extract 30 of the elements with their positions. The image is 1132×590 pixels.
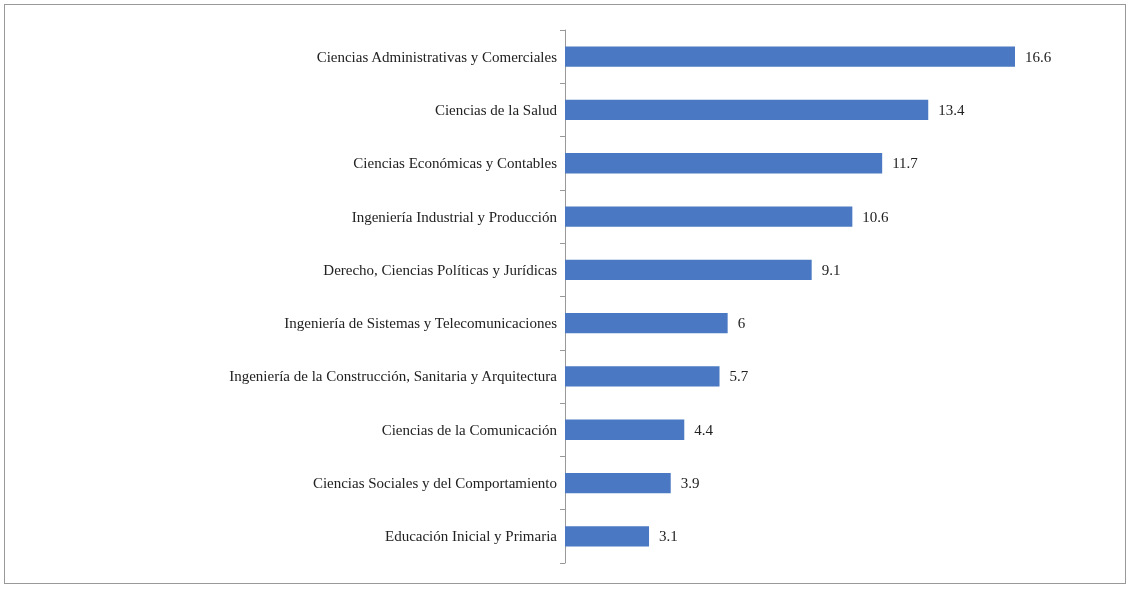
- y-tick-label: Educación Inicial y Primaria: [384, 528, 558, 545]
- bar: [565, 313, 728, 334]
- data-label: 6: [737, 315, 746, 332]
- data-label: 5.7: [729, 368, 749, 385]
- bar: [565, 419, 685, 440]
- y-tick-label: Ingeniería de la Construcción, Sanitaria y Arquitectura: [229, 368, 558, 385]
- bar: [565, 46, 1015, 67]
- bar: [565, 99, 929, 121]
- data-label: 3.1: [659, 528, 678, 545]
- y-tick-label: Derecho, Ciencias Políticas y Jurídicas: [323, 261, 558, 278]
- bar: [565, 259, 812, 280]
- y-tick-label: Ciencias de la Salud: [434, 101, 558, 118]
- data-label: 9.1: [821, 261, 841, 278]
- data-label: 4.4: [694, 421, 714, 438]
- y-tick-label: Ciencias Económicas y Contables: [353, 155, 558, 172]
- bar: [565, 206, 853, 227]
- y-tick-label: Ingeniería Industrial y Producción: [351, 208, 558, 225]
- y-tick-label: Ciencias Administrativas y Comerciales: [316, 48, 558, 65]
- bar: [565, 366, 720, 387]
- data-label: 3.9: [680, 475, 700, 492]
- data-label: 16.6: [1025, 48, 1052, 65]
- data-label: 13.4: [938, 101, 965, 118]
- y-tick-label: Ciencias de la Comunicación: [381, 421, 558, 438]
- data-label: 10.6: [862, 208, 890, 225]
- bar: [565, 472, 671, 494]
- bar: [565, 153, 883, 174]
- y-tick-label: Ciencias Sociales y del Comportamiento: [312, 475, 557, 492]
- y-tick-label: Ingeniería de Sistemas y Telecomunicaciones: [284, 315, 558, 332]
- data-label: 11.7: [892, 155, 919, 172]
- bar: [565, 526, 650, 547]
